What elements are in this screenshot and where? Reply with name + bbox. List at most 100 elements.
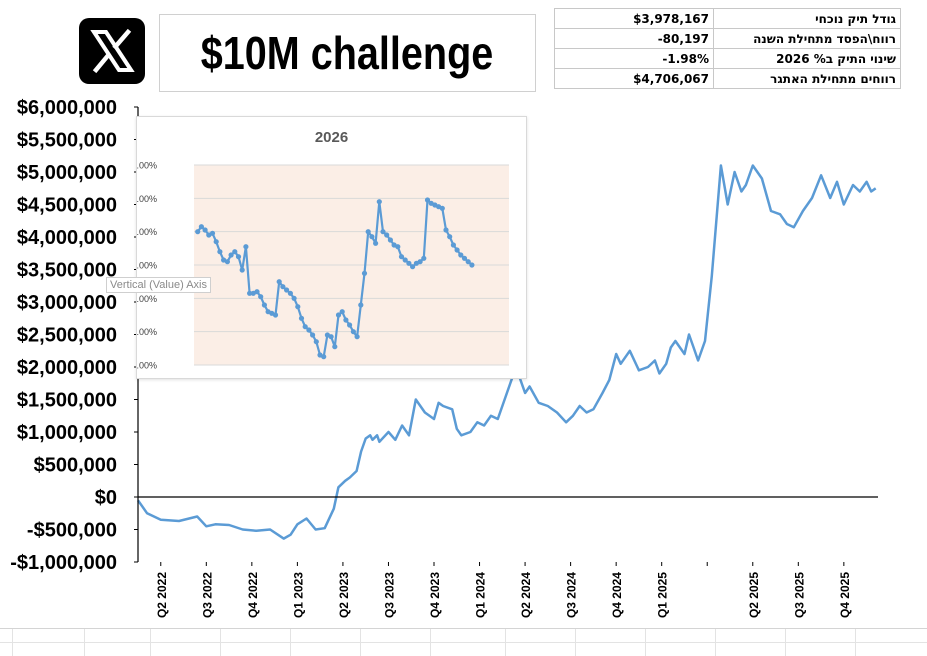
y-tick-label: $1,000,000 [17,422,117,444]
inset-data-point [458,252,464,258]
stats-row: $4,706,067 רווחים מתחילת האתגר [554,68,901,89]
inset-data-point [398,254,405,260]
stats-label: רווח\הפסד מתחילת השנה [713,28,901,49]
inset-data-point [358,302,364,308]
x-tick-label: Q2 2022 [155,572,169,618]
inset-data-point [198,224,204,230]
inset-data-point [202,227,208,233]
x-tick-label: Q3 2023 [382,572,396,618]
inset-data-point [243,244,249,250]
inset-data-point [310,332,316,338]
title-box: $10M challenge [159,14,536,92]
inset-data-point [354,334,360,340]
inset-data-point [280,284,286,290]
y-tick-label: $4,500,000 [17,195,117,217]
y-tick-label: $2,500,000 [17,325,117,347]
y-tick-label: $2,000,000 [17,357,117,379]
inset-data-point [224,259,230,265]
stats-row: $3,978,167 גודל תיק נוכחי [554,8,901,29]
inset-data-point [450,242,456,248]
y-tick-label: $5,000,000 [17,162,117,184]
x-tick-label: Q4 2022 [246,572,260,618]
page-title: $10M challenge [201,27,494,79]
inset-data-point [291,295,297,301]
inset-data-point [276,279,282,285]
x-tick-label: Q3 2022 [200,572,214,618]
inset-data-point [376,199,382,205]
inset-data-point [373,240,379,246]
inset-data-point [361,270,368,276]
inset-data-point [343,317,349,323]
stats-label: גודל תיק נוכחי [713,8,901,29]
y-tick-label: $3,000,000 [17,292,117,314]
inset-data-point [347,322,353,328]
x-tick-label: Q4 2023 [428,572,442,618]
inset-data-point [284,287,290,293]
stats-value: $3,978,167 [554,8,714,29]
inset-data-point [328,334,334,340]
inset-data-point [258,294,264,300]
x-tick-label: Q1 2024 [474,572,488,618]
inset-data-point [424,197,431,203]
stats-label: שינוי התיק ב% 2026 [713,48,901,69]
inset-data-point [313,339,319,345]
inset-y-tick-label: -6.00% [137,327,157,337]
inset-data-point [213,239,219,245]
inset-data-point [439,205,445,211]
x-tick-label: Q2 2024 [519,572,533,618]
inset-data-point [335,312,342,318]
y-tick-label: -$1,000,000 [10,552,117,574]
x-tick-label: Q2 2023 [337,572,351,618]
inset-chart-2026[interactable]: 4.00%2.00%0.00%-2.00%-4.00%-6.00%-8.00% … [136,116,527,379]
inset-data-point [339,309,345,315]
inset-data-point [410,264,416,270]
inset-data-point [332,344,338,350]
inset-data-point [421,255,427,261]
y-tick-label: $500,000 [34,455,117,477]
stats-value: -1.98% [554,48,714,69]
x-logo-icon [79,18,145,84]
inset-data-point [384,232,390,238]
inset-y-tick-label: -8.00% [137,361,157,371]
x-tick-label: Q3 2025 [792,572,806,618]
inset-data-point [380,229,386,235]
inset-data-point [209,230,216,236]
main-line-chart: $6,000,000 $5,500,000 $5,000,000 $4,500,000… [10,97,878,618]
inset-y-tick-label: 4.00% [137,161,157,171]
inset-data-point [235,254,242,260]
inset-data-point [469,262,475,268]
stats-row: -80,197 רווח\הפסד מתחילת השנה [554,28,901,49]
inset-data-point [287,290,293,296]
inset-data-point [217,249,223,255]
inset-data-point [465,259,471,265]
y-tick-label: $5,500,000 [17,130,117,152]
x-tick-label: Q2 2025 [747,572,761,618]
inset-data-point [228,252,234,258]
y-tick-label: $6,000,000 [17,97,117,119]
inset-y-tick-label: 0.00% [137,227,157,237]
stats-row: -1.98% שינוי התיק ב% 2026 [554,48,901,69]
inset-data-point [302,324,308,330]
x-tick-label: Q4 2024 [610,572,624,618]
inset-data-point [454,247,460,253]
inset-line-chart: 4.00% 2.00% 0.00% -2.00% -4.00% -6.00% -8.00% [137,161,509,371]
inset-data-point [195,229,201,235]
inset-data-point [321,354,327,360]
y-tick-label: -$500,000 [27,520,117,542]
inset-data-point [406,260,412,266]
inset-data-point [350,329,356,335]
inset-data-point [365,229,371,235]
inset-data-point [247,290,253,296]
stats-value: $4,706,067 [554,68,714,89]
inset-y-tick-label: -2.00% [137,261,157,271]
inset-chart-title: 2026 [314,129,349,146]
x-tick-label: Q1 2023 [291,572,305,618]
y-tick-label: $1,500,000 [17,390,117,412]
inset-y-tick-label: -4.00% [137,294,157,304]
stats-label: רווחים מתחילת האתגר [713,68,901,89]
x-tick-label: Q1 2025 [656,572,670,618]
inset-data-point [447,234,453,240]
inset-data-point [306,327,312,333]
inset-data-point [295,304,301,310]
inset-data-point [417,259,423,265]
